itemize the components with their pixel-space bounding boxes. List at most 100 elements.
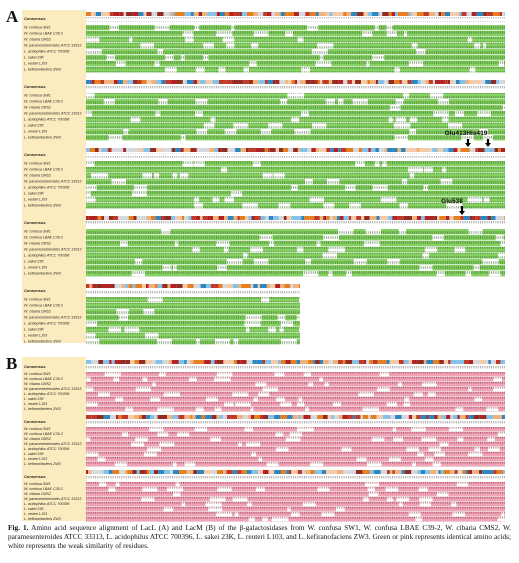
conservation-bar bbox=[252, 360, 257, 364]
conservation-bar bbox=[374, 470, 381, 474]
conservation-bar bbox=[386, 415, 391, 419]
conservation-bar bbox=[97, 415, 104, 419]
species-label: W. cibaria CMS2 bbox=[24, 37, 51, 41]
conservation-bar bbox=[332, 12, 338, 16]
species-label: L. reuteri L103 bbox=[24, 61, 47, 65]
conservation-bar bbox=[197, 470, 205, 474]
species-label: L. acidophilus ATCC 700396 bbox=[24, 185, 69, 189]
conservation-bar bbox=[441, 12, 445, 16]
conservation-bar bbox=[182, 284, 188, 288]
conservation-bar bbox=[89, 284, 93, 288]
conservation-bar bbox=[258, 12, 264, 16]
conservation-bar bbox=[254, 415, 260, 419]
conservation-bar bbox=[437, 148, 444, 152]
species-label: W. confusa SW1 bbox=[24, 297, 51, 301]
conservation-bar bbox=[123, 12, 127, 16]
conservation-bar bbox=[434, 216, 438, 220]
conservation-bar bbox=[193, 284, 201, 288]
conservation-bar bbox=[315, 80, 318, 84]
conservation-bar bbox=[138, 12, 144, 16]
conservation-bar bbox=[453, 216, 461, 220]
species-label: W. confusa LBAE C39-2 bbox=[24, 235, 63, 239]
sequence-text bbox=[86, 297, 300, 303]
conservation-bar bbox=[405, 415, 409, 419]
sequence-text bbox=[86, 427, 505, 432]
conservation-bar bbox=[369, 216, 377, 220]
conservation-bar bbox=[366, 360, 370, 364]
conservation-bar bbox=[107, 12, 110, 16]
conservation-bar bbox=[446, 415, 451, 419]
conservation-bar bbox=[361, 80, 368, 84]
conservation-bar bbox=[146, 80, 152, 84]
conservation-bar bbox=[172, 415, 179, 419]
conservation-bar bbox=[355, 80, 362, 84]
conservation-bar bbox=[264, 80, 268, 84]
conservation-bar bbox=[107, 148, 112, 152]
conservation-bar bbox=[190, 148, 194, 152]
conservation-bar bbox=[226, 284, 233, 288]
conservation-bar bbox=[86, 148, 90, 152]
conservation-bar bbox=[100, 80, 105, 84]
conservation-bar bbox=[263, 12, 267, 16]
species-label: W. cibaria CMS2 bbox=[24, 437, 51, 441]
conservation-bar bbox=[453, 148, 458, 152]
species-label: W. confusa SW1 bbox=[24, 229, 51, 233]
conservation-bar bbox=[317, 415, 324, 419]
conservation-bar bbox=[224, 216, 228, 220]
sequence-text bbox=[86, 457, 505, 462]
conservation-bar bbox=[490, 80, 496, 84]
conservation-bar bbox=[291, 216, 299, 220]
conservation-bar bbox=[86, 415, 92, 419]
label-column bbox=[22, 10, 86, 343]
conservation-bar bbox=[360, 415, 363, 419]
conservation-bar bbox=[212, 12, 217, 16]
conservation-bar bbox=[329, 12, 333, 16]
conservation-bar bbox=[403, 360, 409, 364]
conservation-bar bbox=[314, 216, 320, 220]
conservation-bar bbox=[119, 80, 123, 84]
conservation-bar bbox=[336, 216, 341, 220]
conservation-bar bbox=[423, 12, 429, 16]
conservation-bar bbox=[132, 12, 139, 16]
sequence-text bbox=[86, 229, 505, 235]
conservation-bar bbox=[268, 470, 275, 474]
conservation-bar bbox=[466, 148, 470, 152]
conservation-bar bbox=[355, 415, 361, 419]
conservation-bar bbox=[355, 470, 363, 474]
conservation-bar bbox=[191, 216, 197, 220]
conservation-bar bbox=[233, 216, 238, 220]
conservation-bar bbox=[298, 216, 302, 220]
conservation-bar bbox=[174, 12, 179, 16]
conservation-bar bbox=[170, 284, 177, 288]
conservation-bar bbox=[178, 360, 185, 364]
conservation-bar bbox=[264, 148, 268, 152]
conservation-bar bbox=[383, 360, 387, 364]
sequence-text bbox=[86, 382, 505, 387]
conservation-bar bbox=[321, 470, 327, 474]
sequence-text bbox=[86, 191, 505, 197]
conservation-bar bbox=[268, 216, 274, 220]
conservation-bar bbox=[352, 360, 359, 364]
conservation-bar bbox=[117, 148, 124, 152]
conservation-bar bbox=[110, 284, 115, 288]
conservation-bar bbox=[337, 12, 344, 16]
conservation-bar bbox=[113, 216, 119, 220]
species-label: W. paramesenteroides ATCC 33313 bbox=[24, 442, 81, 446]
conservation-bar bbox=[285, 80, 288, 84]
conservation-bar bbox=[241, 12, 247, 16]
conservation-bar bbox=[428, 80, 433, 84]
sequence-text bbox=[86, 241, 505, 247]
conservation-bar bbox=[170, 80, 177, 84]
conservation-bar bbox=[218, 148, 222, 152]
conservation-bar bbox=[154, 415, 158, 419]
conservation-bar bbox=[236, 360, 241, 364]
consensus-sequence bbox=[86, 85, 505, 90]
species-label: L. kefiranofaciens ZW3 bbox=[24, 67, 61, 71]
conservation-bar bbox=[253, 284, 258, 288]
conservation-bar bbox=[493, 415, 500, 419]
conservation-bar bbox=[164, 470, 171, 474]
conservation-bar bbox=[405, 148, 409, 152]
conservation-bar bbox=[144, 470, 147, 474]
conservation-bar bbox=[388, 216, 393, 220]
conservation-bar bbox=[274, 12, 281, 16]
